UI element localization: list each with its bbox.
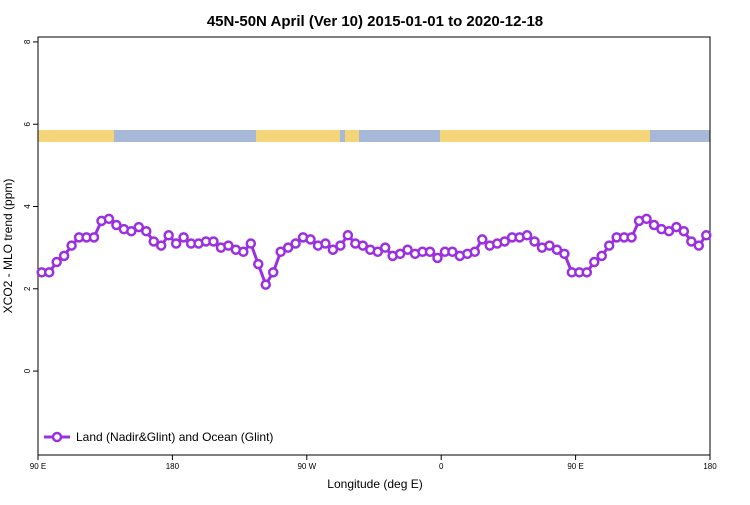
point xyxy=(170,238,182,249)
point xyxy=(701,230,712,241)
land xyxy=(38,130,114,142)
point xyxy=(626,232,637,243)
land-ocean-strip xyxy=(38,130,710,142)
point xyxy=(51,256,62,268)
point xyxy=(342,230,354,241)
x-tick-label: 180 xyxy=(703,462,717,471)
point xyxy=(686,236,697,247)
point xyxy=(559,248,570,260)
point xyxy=(155,240,167,251)
y-tick-label: 4 xyxy=(23,204,32,209)
point xyxy=(544,240,555,251)
point xyxy=(275,246,286,258)
point xyxy=(693,240,705,251)
point xyxy=(589,256,600,268)
point xyxy=(178,232,189,243)
point xyxy=(499,236,510,247)
y-axis-label: XCO2 - MLO trend (ppm) xyxy=(1,179,15,314)
x-tick-label: 90 W xyxy=(297,462,316,471)
point xyxy=(133,221,145,233)
point xyxy=(648,219,660,231)
x-tick-label: 90 E xyxy=(30,462,46,471)
point xyxy=(678,225,690,237)
point xyxy=(148,236,159,247)
land xyxy=(440,130,650,142)
point xyxy=(290,238,301,249)
point xyxy=(253,258,264,270)
point xyxy=(671,221,682,233)
point xyxy=(357,240,369,251)
land xyxy=(345,130,359,142)
y-tick-label: 0 xyxy=(23,368,32,373)
point xyxy=(424,246,436,258)
point xyxy=(603,240,615,251)
point xyxy=(551,244,563,255)
point xyxy=(447,246,458,258)
point xyxy=(66,240,77,251)
point xyxy=(208,236,219,247)
point xyxy=(267,267,279,278)
point xyxy=(581,267,593,278)
plot-frame xyxy=(37,36,711,456)
y-tick-label: 2 xyxy=(23,286,32,291)
point xyxy=(282,242,294,253)
point xyxy=(223,240,234,251)
point xyxy=(141,225,152,237)
point xyxy=(335,240,346,251)
point xyxy=(663,225,675,237)
point xyxy=(320,238,331,249)
point xyxy=(469,246,481,258)
point xyxy=(126,225,137,237)
point xyxy=(43,267,55,278)
y-tick-label: 8 xyxy=(23,39,32,44)
point xyxy=(477,234,488,245)
point xyxy=(103,213,115,225)
land xyxy=(256,130,340,142)
point xyxy=(596,250,607,262)
point xyxy=(372,246,383,258)
point xyxy=(521,230,533,241)
x-tick-label: 0 xyxy=(439,462,444,471)
point xyxy=(111,219,122,231)
point xyxy=(394,248,406,260)
point xyxy=(163,230,174,241)
point xyxy=(238,246,249,258)
x-axis-label: Longitude (deg E) xyxy=(327,477,422,491)
y-tick-label: 6 xyxy=(23,121,32,126)
legend-label: Land (Nadir&Glint) and Ocean (Glint) xyxy=(76,430,273,444)
point xyxy=(260,279,271,290)
point xyxy=(58,250,70,262)
point xyxy=(402,244,413,255)
point xyxy=(432,252,443,264)
point xyxy=(245,238,257,249)
x-tick-label: 90 E xyxy=(567,462,583,471)
legend-marker xyxy=(51,431,63,443)
point xyxy=(305,234,316,245)
point xyxy=(88,232,100,243)
chart-title: 45N-50N April (Ver 10) 2015-01-01 to 202… xyxy=(207,13,543,30)
point xyxy=(641,213,652,225)
point xyxy=(379,242,391,253)
point xyxy=(529,236,540,247)
x-tick-label: 180 xyxy=(166,462,180,471)
point xyxy=(327,244,339,255)
